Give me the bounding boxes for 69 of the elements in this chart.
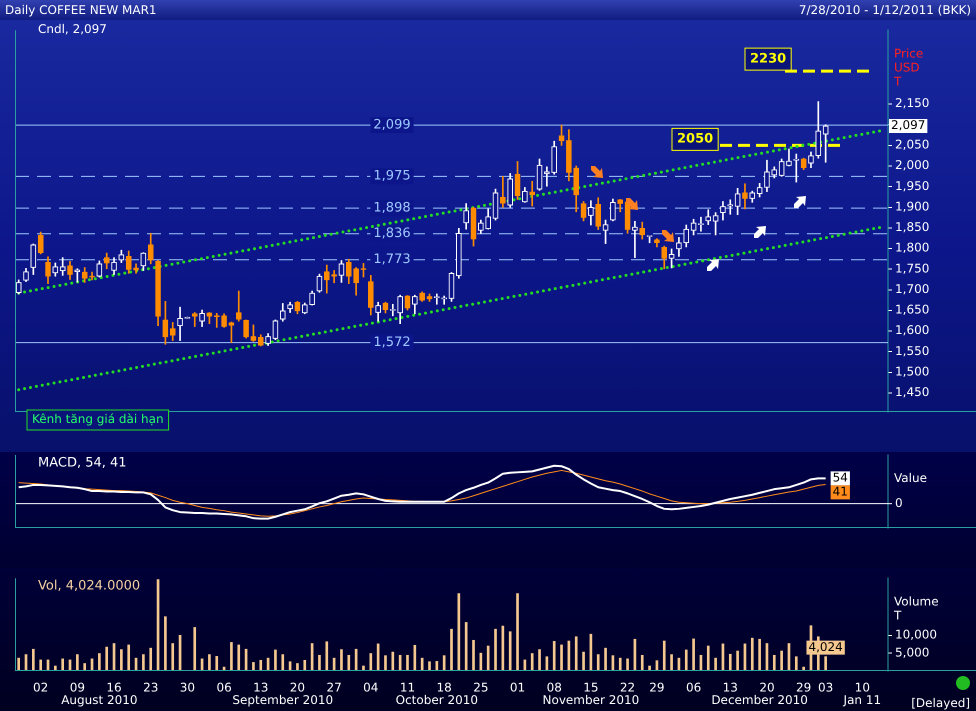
chart-title: MACD, 54, 41 bbox=[38, 455, 127, 470]
ref-line-label: 1,898 bbox=[373, 200, 411, 216]
x-tick-label: 09 bbox=[70, 680, 85, 694]
y-axis-title: Volume T bbox=[893, 594, 939, 622]
x-tick-label: 29 bbox=[796, 680, 812, 694]
y-tick-label: 1,750 bbox=[895, 261, 930, 276]
y-tick-label: 5,000 bbox=[895, 645, 930, 660]
text: September 2010 bbox=[232, 693, 334, 708]
ref-line-label: 0 bbox=[895, 496, 903, 510]
chart-subtitle: 7/28/2010 - 1/12/2011 (BKK) bbox=[798, 3, 971, 17]
text: November 2010 bbox=[542, 693, 640, 708]
ref-line-label: 2230 bbox=[750, 51, 786, 66]
ref-line-label: 1,773 bbox=[373, 252, 411, 268]
text: August 2010 bbox=[61, 693, 138, 708]
data-label: 4,024 bbox=[808, 640, 843, 654]
ref-line-label: 2,099 bbox=[373, 118, 411, 133]
x-tick-label: 23 bbox=[143, 680, 158, 694]
y-tick-label: 1,950 bbox=[895, 178, 930, 193]
x-tick-label: 01 bbox=[510, 680, 526, 694]
y-tick-label: 1,450 bbox=[895, 385, 930, 400]
chart-title: Daily COFFEE NEW MAR1 bbox=[5, 3, 157, 17]
x-tick-label: 04 bbox=[363, 680, 378, 694]
y-axis-title: Price USD T bbox=[893, 46, 924, 88]
y-tick-label: 1,650 bbox=[895, 302, 930, 317]
x-tick-label: 15 bbox=[583, 680, 599, 694]
y-tick-label: 1,900 bbox=[895, 199, 930, 214]
y-tick-label: 1,700 bbox=[895, 282, 930, 296]
x-tick-label: 20 bbox=[759, 680, 775, 694]
ref-line-label: 1,572 bbox=[373, 335, 411, 350]
x-tick-label: 22 bbox=[620, 680, 636, 694]
y-tick-label: 10,000 bbox=[895, 627, 937, 642]
y-tick-label: 1,850 bbox=[895, 220, 930, 234]
y-tick-label: 2,150 bbox=[895, 96, 930, 110]
y-tick-label: 1,600 bbox=[895, 323, 930, 338]
x-tick-label: 30 bbox=[180, 680, 196, 694]
y-tick-label: 2,000 bbox=[895, 158, 930, 172]
x-tick-label: 25 bbox=[473, 680, 488, 694]
ref-line-label: 1,836 bbox=[373, 226, 411, 242]
x-tick-label: 02 bbox=[33, 680, 48, 694]
ref-line-label: 2050 bbox=[677, 132, 714, 147]
text: Kênh tăng giá dài hạn bbox=[32, 412, 164, 426]
x-tick-label: 06 bbox=[216, 680, 232, 694]
x-tick-label: 16 bbox=[106, 680, 122, 694]
x-tick-label: 11 bbox=[400, 680, 416, 694]
x-tick-label: 27 bbox=[326, 680, 342, 694]
x-tick-label: 29 bbox=[649, 680, 665, 694]
ref-line-label: 1,975 bbox=[373, 168, 411, 184]
chart-title: Vol, 4,024.0000 bbox=[38, 578, 140, 594]
text: [Delayed] bbox=[911, 696, 970, 710]
data-label: 41 bbox=[832, 484, 848, 499]
y-tick-label: 2,050 bbox=[895, 137, 930, 152]
y-tick-label: 1,800 bbox=[895, 240, 930, 255]
x-tick-label: 20 bbox=[290, 680, 306, 694]
x-tick-label: 13 bbox=[722, 680, 738, 694]
data-label: 54 bbox=[832, 470, 848, 485]
text: Jan 11 bbox=[842, 693, 882, 708]
y-tick-label: 1,500 bbox=[895, 364, 930, 378]
x-tick-label: 18 bbox=[436, 680, 452, 694]
text: October 2010 bbox=[396, 693, 478, 708]
y-tick-label: 1,550 bbox=[895, 344, 930, 358]
annotation: 2,097 bbox=[891, 118, 926, 132]
annotation: Cndl, 2,097 bbox=[38, 22, 107, 36]
y-axis-title: Value bbox=[894, 471, 927, 486]
x-tick-label: 10 bbox=[854, 680, 870, 694]
text: December 2010 bbox=[711, 693, 808, 708]
x-tick-label: 06 bbox=[686, 680, 702, 694]
x-tick-label: 13 bbox=[253, 680, 268, 694]
x-tick-label: 03 bbox=[818, 680, 834, 694]
x-tick-label: 08 bbox=[546, 680, 562, 694]
